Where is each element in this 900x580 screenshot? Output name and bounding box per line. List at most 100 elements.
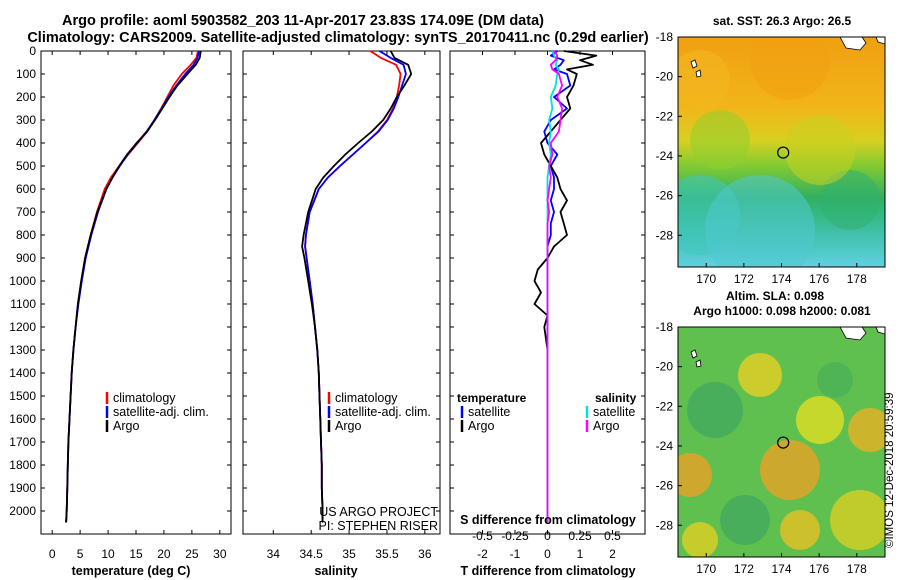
- x-tick-label: 20: [157, 547, 171, 561]
- y-tick-label: 400: [16, 136, 36, 150]
- y-tick-label: 1600: [9, 412, 36, 426]
- x-tick-label: 35: [342, 547, 356, 561]
- map-x-tick-label: 174: [771, 562, 791, 576]
- temperature-xlabel: temperature (deg C): [72, 564, 191, 578]
- difference-xlabel-salinity: S difference from climatology: [460, 513, 636, 527]
- land-mass: [839, 37, 867, 51]
- y-tick-label: 1900: [9, 481, 36, 495]
- sla-patch: [682, 522, 718, 557]
- sst-patch: [785, 115, 855, 185]
- sla-patch: [830, 490, 885, 550]
- series-line-argo: [301, 50, 413, 523]
- x-tick-label: 10: [101, 547, 115, 561]
- y-tick-label: 1100: [10, 297, 36, 311]
- map-x-tick-label: 176: [809, 562, 829, 576]
- legend-label-sal-satellite: satellite: [593, 405, 635, 419]
- sst-map-title: sat. SST: 26.3 Argo: 26.5: [713, 14, 852, 28]
- map-x-tick-label: 172: [734, 272, 754, 286]
- sla-map: [678, 327, 885, 557]
- legend-label-satellite: satellite-adj. clim.: [113, 405, 209, 419]
- salinity-plot-frame: [242, 50, 441, 535]
- land-mass: [690, 59, 698, 69]
- sst-patch: [820, 170, 880, 230]
- y-tick-label: 1400: [9, 366, 36, 380]
- sst-patch: [678, 50, 730, 110]
- legend-label-satellite: satellite-adj. clim.: [335, 405, 431, 419]
- difference-legend: temperature satellite Argo salinity sate…: [457, 391, 637, 433]
- legend-title-temperature: temperature: [457, 391, 527, 405]
- credit-pi: PI: STEPHEN RISER: [319, 519, 438, 533]
- sst-patch: [705, 175, 815, 267]
- legend-label-temp-argo: Argo: [468, 419, 494, 433]
- map-x-tick-label: 176: [809, 272, 829, 286]
- x-tick-label: 34.5: [300, 547, 324, 561]
- y-tick-label: 300: [16, 113, 36, 127]
- x-tick-label: 1: [577, 547, 584, 561]
- legend-label-climatology: climatology: [335, 391, 398, 405]
- sla-patch: [720, 495, 770, 545]
- y-tick-label: 700: [16, 205, 36, 219]
- x-tick-label: 35.5: [375, 547, 399, 561]
- legend-label-argo: Argo: [113, 419, 139, 433]
- map-y-tick-label: -24: [656, 439, 674, 453]
- land-mass: [839, 327, 867, 341]
- credit-project: US ARGO PROJECT: [319, 505, 438, 519]
- sla-patch: [817, 362, 853, 398]
- y-tick-label: 500: [16, 159, 36, 173]
- map-x-tick-label: 174: [771, 272, 791, 286]
- x-tick-label-salinity: -0.25: [501, 529, 529, 543]
- x-tick-label: 5: [77, 547, 84, 561]
- sla-patch: [738, 353, 782, 397]
- x-tick-label-salinity: 0.25: [568, 529, 592, 543]
- map-y-tick-label: -28: [656, 228, 674, 242]
- x-tick-label: 25: [185, 547, 199, 561]
- salinity-xlabel: salinity: [314, 564, 357, 578]
- sst-patch: [690, 110, 750, 170]
- sla-patch: [796, 396, 844, 444]
- land-mass: [690, 349, 698, 359]
- map-y-tick-label: -26: [656, 189, 674, 203]
- x-tick-label: 30: [213, 547, 227, 561]
- map-x-tick-label: 178: [847, 272, 867, 286]
- map-x-tick-label: 170: [696, 272, 716, 286]
- y-tick-label: 1200: [9, 320, 36, 334]
- legend-label-climatology: climatology: [113, 391, 176, 405]
- map-x-tick-label: 178: [847, 562, 867, 576]
- sla-map-subtitle: Argo h1000: 0.098 h2000: 0.081: [693, 304, 871, 318]
- map-y-tick-label: -24: [656, 149, 674, 163]
- sla-patch: [848, 408, 885, 452]
- y-tick-label: 1700: [9, 435, 36, 449]
- map-y-tick-label: -22: [656, 399, 674, 413]
- series-line-argo: [65, 50, 202, 523]
- sst-map: [678, 37, 885, 267]
- x-tick-label-salinity: 0: [544, 529, 551, 543]
- legend-label-sal-argo: Argo: [593, 419, 619, 433]
- series-line-salinity-satellite: [546, 50, 560, 523]
- map-x-tick-label: 170: [696, 562, 716, 576]
- map-y-tick-label: -28: [656, 518, 674, 532]
- x-tick-label: 0: [544, 547, 551, 561]
- y-tick-label: 100: [16, 67, 36, 81]
- x-tick-label: 36: [418, 547, 432, 561]
- y-tick-label: 0: [29, 44, 36, 58]
- figure-title-line1: Argo profile: aoml 5903582_203 11-Apr-20…: [62, 13, 544, 29]
- sla-patch: [760, 440, 820, 500]
- x-tick-label-salinity: -0.5: [472, 529, 493, 543]
- y-tick-label: 1000: [9, 274, 36, 288]
- legend-title-salinity: salinity: [595, 391, 637, 405]
- float-position-marker: [777, 146, 790, 159]
- series-line-salinity-argo: [546, 50, 563, 523]
- series-line-climatology: [65, 50, 199, 523]
- float-position-marker: [777, 436, 790, 449]
- land-mass: [695, 69, 702, 78]
- series-line-satellite-adj-clim-: [304, 50, 407, 523]
- series-line-satellite-adj-clim-: [65, 50, 200, 523]
- sst-patch: [750, 37, 830, 100]
- legend-label-temp-satellite: satellite: [468, 405, 510, 419]
- temperature-legend: climatology satellite-adj. clim. Argo: [105, 391, 209, 433]
- land-mass: [875, 37, 885, 45]
- map-y-tick-label: -20: [656, 360, 674, 374]
- y-tick-label: 800: [16, 228, 36, 242]
- x-tick-label: 15: [129, 547, 143, 561]
